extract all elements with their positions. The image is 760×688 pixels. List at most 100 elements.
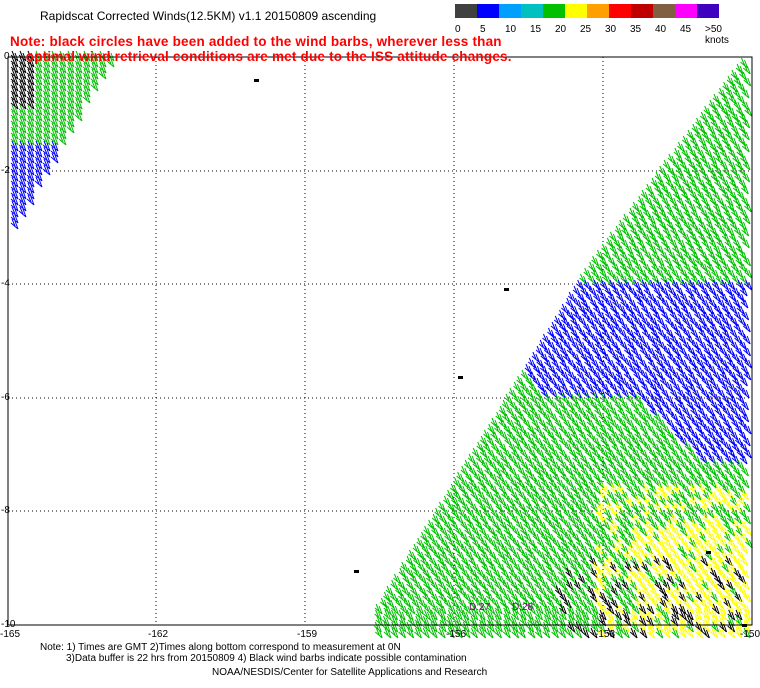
wind-barb bbox=[542, 627, 551, 639]
wind-barb bbox=[671, 489, 679, 501]
wind-barb bbox=[744, 201, 752, 213]
longitude-tick-label: -159 bbox=[297, 629, 318, 640]
wind-barb bbox=[600, 393, 609, 405]
wind-barb bbox=[468, 477, 477, 489]
wind-barb bbox=[555, 327, 563, 339]
wind-barb bbox=[636, 567, 645, 579]
wind-barb bbox=[493, 555, 501, 567]
colorbar-swatch bbox=[675, 4, 697, 18]
wind-barb bbox=[527, 513, 536, 525]
wind-barb bbox=[50, 128, 59, 140]
wind-barb bbox=[669, 555, 678, 567]
wind-barb bbox=[548, 375, 557, 387]
wind-barb bbox=[717, 567, 726, 579]
wind-barb bbox=[742, 435, 751, 447]
wind-barb bbox=[633, 405, 642, 417]
wind-barb bbox=[34, 152, 43, 164]
wind-barb bbox=[42, 140, 51, 152]
wind-barb bbox=[538, 597, 547, 609]
wind-barb bbox=[675, 207, 684, 219]
wind-barb bbox=[742, 627, 751, 639]
wind-barb bbox=[461, 501, 470, 513]
wind-barb bbox=[727, 627, 736, 639]
wind-barb bbox=[561, 393, 569, 405]
wind-barb bbox=[734, 435, 743, 447]
wind-barb bbox=[742, 237, 750, 249]
wind-barb bbox=[663, 333, 672, 345]
wind-barb bbox=[739, 285, 748, 297]
wind-barb bbox=[42, 122, 51, 134]
wind-barb bbox=[577, 405, 586, 417]
wind-barb bbox=[703, 603, 712, 615]
wind-barb bbox=[664, 291, 673, 303]
wind-barb bbox=[669, 567, 678, 579]
colorbar-swatch bbox=[697, 4, 719, 18]
wind-barb bbox=[531, 441, 539, 453]
wind-barb bbox=[508, 543, 516, 555]
wind-barb bbox=[485, 591, 494, 603]
wind-barb bbox=[683, 273, 692, 285]
wind-barb bbox=[723, 363, 732, 375]
wind-barb bbox=[696, 381, 704, 393]
wind-barb bbox=[580, 285, 589, 297]
wind-barb bbox=[655, 603, 664, 615]
wind-barb bbox=[582, 333, 591, 345]
wind-barb bbox=[719, 345, 728, 357]
wind-barb bbox=[695, 159, 704, 171]
wind-barb bbox=[569, 549, 578, 561]
wind-barb bbox=[414, 627, 422, 639]
wind-barb bbox=[524, 363, 533, 375]
wind-barb bbox=[578, 597, 587, 609]
wind-barb bbox=[18, 98, 27, 110]
latitude-tick-label: 0 bbox=[4, 51, 10, 62]
wind-barb bbox=[518, 627, 526, 639]
wind-barb bbox=[626, 597, 635, 609]
wind-barb bbox=[34, 104, 43, 116]
wind-barb bbox=[58, 74, 67, 86]
wind-barb bbox=[58, 68, 67, 80]
wind-barb bbox=[609, 417, 618, 429]
wind-barb bbox=[654, 399, 663, 411]
wind-barb bbox=[614, 591, 623, 603]
wind-barb bbox=[58, 86, 67, 98]
wind-barb bbox=[50, 86, 59, 98]
wind-barb bbox=[707, 351, 715, 363]
wind-barb bbox=[66, 56, 75, 68]
wind-barb bbox=[616, 549, 625, 561]
wind-barb bbox=[685, 543, 694, 555]
wind-barb bbox=[42, 134, 51, 146]
wind-barb bbox=[621, 627, 630, 639]
colorbar-swatch bbox=[477, 4, 499, 18]
wind-barb bbox=[590, 501, 599, 513]
wind-barb bbox=[678, 627, 687, 639]
wind-barb bbox=[708, 387, 717, 399]
wind-barb bbox=[66, 86, 75, 98]
wind-barb bbox=[728, 369, 737, 381]
wind-barb bbox=[740, 555, 749, 567]
wind-barb bbox=[50, 140, 59, 152]
wind-barb bbox=[629, 579, 638, 591]
wind-barb bbox=[10, 56, 19, 68]
wind-barb bbox=[545, 405, 554, 417]
wind-barb bbox=[721, 495, 730, 507]
wind-barb bbox=[662, 627, 671, 639]
wind-barb bbox=[595, 543, 604, 555]
wind-barb bbox=[655, 627, 664, 639]
wind-barb bbox=[470, 609, 479, 621]
wind-barb bbox=[383, 627, 392, 639]
wind-barb bbox=[581, 375, 590, 387]
wind-barb bbox=[18, 128, 27, 140]
wind-barb bbox=[603, 597, 612, 609]
wind-barb bbox=[740, 57, 748, 69]
wind-barb bbox=[710, 609, 719, 621]
wind-barb bbox=[566, 603, 575, 615]
wind-barb bbox=[520, 369, 529, 381]
wind-barb bbox=[558, 435, 567, 447]
colorbar-swatch bbox=[455, 4, 477, 18]
wind-barb bbox=[42, 158, 51, 170]
wind-barb bbox=[604, 465, 613, 477]
wind-barb bbox=[588, 543, 597, 555]
wind-barb bbox=[461, 567, 470, 579]
wind-barb bbox=[529, 405, 538, 417]
wind-barb bbox=[644, 441, 652, 453]
